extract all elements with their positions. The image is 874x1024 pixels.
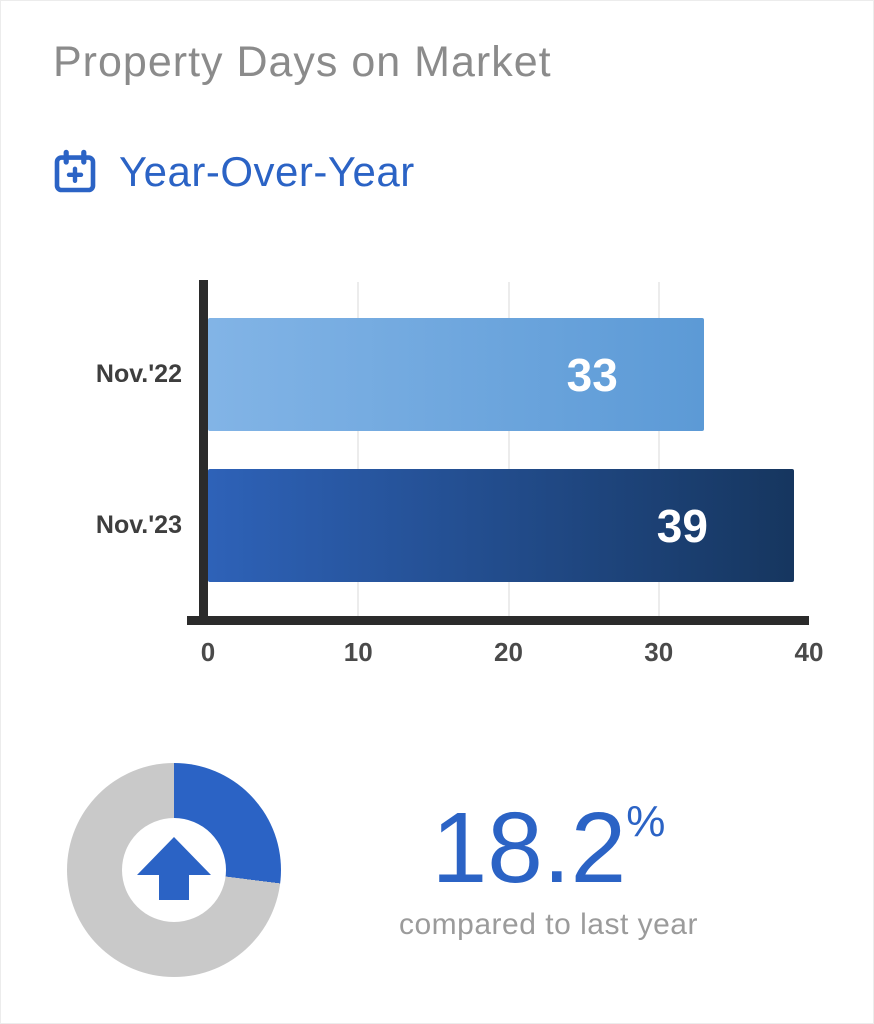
yoy-header: Year-Over-Year [51,148,833,196]
plot-area: Nov.'22 33 Nov.'23 39 [49,280,833,617]
grid-layer [208,282,809,617]
bar-value-label: 33 [566,348,618,401]
bar-label: Nov.'23 [95,511,182,540]
gridline [507,282,510,617]
report-card: Property Days on Market Year-Over-Year N… [1,1,873,978]
bar-row: Nov.'23 39 [49,469,809,583]
bar-rows: Nov.'22 33 Nov.'23 39 [49,288,833,616]
page-title: Property Days on Market [53,38,552,86]
donut-chart [67,763,281,978]
x-axis-line [187,616,809,626]
gridline [357,282,360,617]
gridline [657,282,660,617]
x-tick-label: 40 [794,637,824,668]
y-axis-line [199,280,208,617]
x-tick-label: 10 [343,637,373,668]
donut-hole [122,818,226,923]
bar-chart: Nov.'22 33 Nov.'23 39 0 10 20 30 40 [49,280,833,677]
up-arrow-head [137,836,211,875]
up-arrow-stem [159,874,189,900]
yoy-label: Year-Over-Year [119,148,415,196]
percent-value: 18.2 [431,792,627,905]
x-tick-label: 0 [200,637,216,668]
summary-section: 18.2% compared to last year [49,763,833,978]
percent-change: 18.2% [399,798,698,898]
bar-track: 39 [208,469,809,583]
x-tick-label: 30 [644,637,674,668]
bar-value-label: 39 [656,499,708,552]
calendar-plus-icon [51,148,99,196]
x-tick-label: 20 [494,637,523,668]
x-axis-ticks: 0 10 20 30 40 [201,633,824,677]
bar-track: 33 [208,318,809,432]
up-arrow-icon [137,836,211,900]
bar: 39 [208,469,794,583]
percent-block: 18.2% compared to last year [399,798,698,942]
percent-caption: compared to last year [399,908,698,942]
bar-label: Nov.'22 [95,360,182,389]
bar-row: Nov.'22 33 [49,318,809,432]
bar: 33 [208,318,704,432]
percent-symbol: % [626,797,666,847]
